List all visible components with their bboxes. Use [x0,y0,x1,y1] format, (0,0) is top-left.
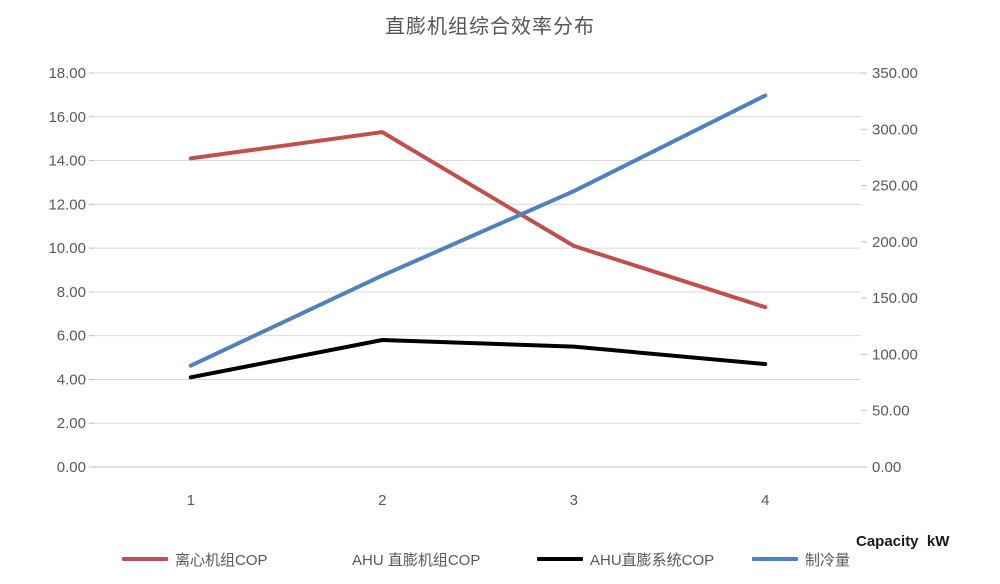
left-axis-tick-label: 18.00 [48,65,86,82]
right-axis-tick-label: 300.00 [872,121,918,138]
right-axis-tick-label: 50.00 [872,403,910,420]
x-axis-category-label: 2 [378,492,386,509]
series-line-0 [188,130,768,310]
left-axis-tick-label: 6.00 [57,328,86,345]
legend-marker-icon [122,557,168,561]
right-axis-tick-label: 200.00 [872,234,918,251]
right-axis-tick-label: 0.00 [872,459,901,476]
chart-title: 直膨机组综合效率分布 [385,16,595,38]
legend-item-3: 制冷量 [752,546,850,572]
x-axis-category-label: 4 [761,492,769,509]
legend-label: AHU直膨系统COP [590,551,715,569]
series-line-2 [188,338,768,380]
left-axis-tick-label: 16.00 [48,109,86,126]
legend-item-0: 离心机组COP [122,546,268,572]
right-axis-title: Capacity kW [856,533,950,550]
legend-marker-icon [537,557,583,561]
right-axis-tick-label: 150.00 [872,290,918,307]
series-line-3 [188,93,768,368]
legend-item-1: AHU 直膨机组COP [352,546,480,572]
right-axis-tick-label: 250.00 [872,178,918,195]
right-axis-tick-label: 100.00 [872,346,918,363]
left-axis-tick-label: 8.00 [57,284,86,301]
x-axis-category-label: 3 [570,492,578,509]
legend-marker-icon [752,557,798,561]
x-axis-category-label: 1 [187,492,195,509]
legend: 离心机组COP AHU 直膨机组COP AHU直膨系统COP 制冷量 [0,546,1000,576]
left-axis-tick-label: 14.00 [48,153,86,170]
left-axis-tick-label: 4.00 [57,371,86,388]
left-axis-tick-label: 2.00 [57,415,86,432]
legend-label: 制冷量 [805,551,851,569]
legend-item-2: AHU直膨系统COP [537,546,714,572]
left-axis-tick-label: 0.00 [57,459,86,476]
right-axis-tick-label: 350.00 [872,65,918,82]
left-axis-tick-label: 10.00 [48,240,86,257]
legend-label: 离心机组COP [175,551,268,569]
legend-label: AHU 直膨机组COP [352,551,481,569]
left-axis-tick-label: 12.00 [48,196,86,213]
